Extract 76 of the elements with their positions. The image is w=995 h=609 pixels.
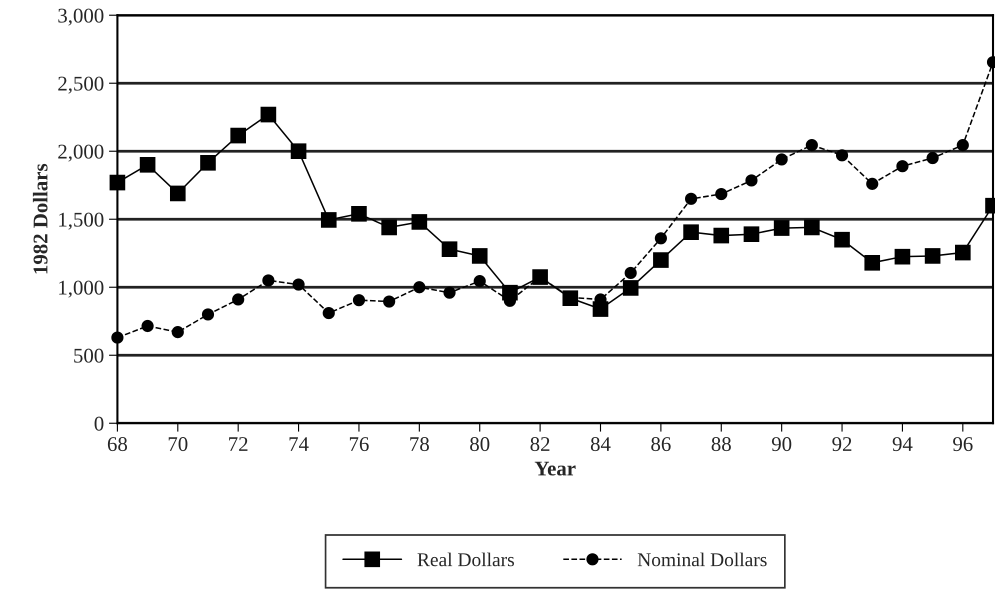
point bbox=[774, 220, 790, 236]
point bbox=[110, 174, 126, 190]
point bbox=[474, 275, 486, 288]
point bbox=[292, 278, 305, 291]
x-tick-label: 80 bbox=[470, 437, 490, 452]
y-tick-label: 1,000 bbox=[59, 280, 104, 298]
point bbox=[472, 248, 488, 264]
point bbox=[745, 174, 758, 187]
point bbox=[352, 294, 366, 306]
point bbox=[836, 149, 848, 162]
x-tick-label: 70 bbox=[168, 437, 188, 452]
x-tick-label: 88 bbox=[712, 437, 731, 452]
point bbox=[894, 248, 910, 264]
point bbox=[320, 212, 337, 228]
point bbox=[864, 254, 880, 271]
x-tick-label: 72 bbox=[229, 437, 248, 451]
point bbox=[230, 128, 246, 144]
point bbox=[834, 232, 850, 248]
x-tick-label: 78 bbox=[410, 437, 429, 452]
y-tick-label: 2,000 bbox=[58, 144, 104, 162]
point bbox=[924, 248, 940, 264]
point bbox=[170, 186, 186, 202]
point bbox=[413, 281, 426, 294]
point bbox=[200, 154, 216, 171]
point bbox=[926, 152, 939, 164]
x-tick-label: 74 bbox=[290, 437, 309, 451]
y-tick-label: 2,500 bbox=[58, 76, 104, 94]
point bbox=[260, 106, 276, 122]
legend-label: Real Dollars bbox=[418, 552, 514, 566]
x-tick-label: 94 bbox=[892, 437, 913, 452]
point bbox=[866, 178, 878, 190]
point bbox=[111, 331, 124, 344]
point bbox=[412, 214, 428, 230]
x-axis-title: Year bbox=[534, 462, 576, 476]
point bbox=[442, 241, 458, 257]
point bbox=[804, 220, 820, 236]
point bbox=[956, 139, 969, 152]
point bbox=[322, 307, 335, 320]
point bbox=[955, 244, 971, 260]
point bbox=[290, 143, 306, 160]
x-tick-label: 84 bbox=[590, 437, 611, 452]
x-tick-label: 96 bbox=[953, 437, 973, 452]
point bbox=[624, 266, 637, 280]
point bbox=[744, 226, 760, 242]
point bbox=[685, 192, 698, 205]
legend-label: Nominal Dollars bbox=[638, 552, 767, 566]
point bbox=[140, 157, 156, 173]
point bbox=[443, 286, 456, 299]
x-tick-label: 68 bbox=[108, 437, 128, 452]
point bbox=[622, 280, 639, 296]
y-tick-label: 0 bbox=[94, 416, 104, 431]
point bbox=[713, 228, 730, 244]
point bbox=[896, 160, 909, 172]
y-tick-label: 500 bbox=[74, 348, 104, 363]
point bbox=[202, 308, 214, 321]
point bbox=[715, 188, 728, 200]
x-tick-label: 86 bbox=[651, 437, 671, 452]
x-tick-label: 90 bbox=[772, 437, 792, 452]
point bbox=[806, 139, 818, 152]
y-axis-title: 1982 Dollars bbox=[32, 164, 48, 274]
point bbox=[383, 295, 396, 308]
y-tick-label: 1,500 bbox=[59, 212, 104, 230]
point bbox=[776, 153, 788, 166]
point bbox=[262, 274, 274, 287]
x-tick-label: 82 bbox=[530, 437, 550, 452]
y-tick-label: 3,000 bbox=[58, 8, 104, 26]
point bbox=[381, 220, 397, 236]
point bbox=[142, 320, 154, 332]
point bbox=[654, 232, 667, 244]
point bbox=[232, 293, 244, 306]
x-tick-label: 92 bbox=[832, 437, 852, 452]
point bbox=[351, 206, 367, 222]
point bbox=[683, 224, 699, 240]
point bbox=[653, 252, 669, 268]
x-tick-label: 76 bbox=[350, 437, 369, 452]
point bbox=[172, 326, 184, 338]
